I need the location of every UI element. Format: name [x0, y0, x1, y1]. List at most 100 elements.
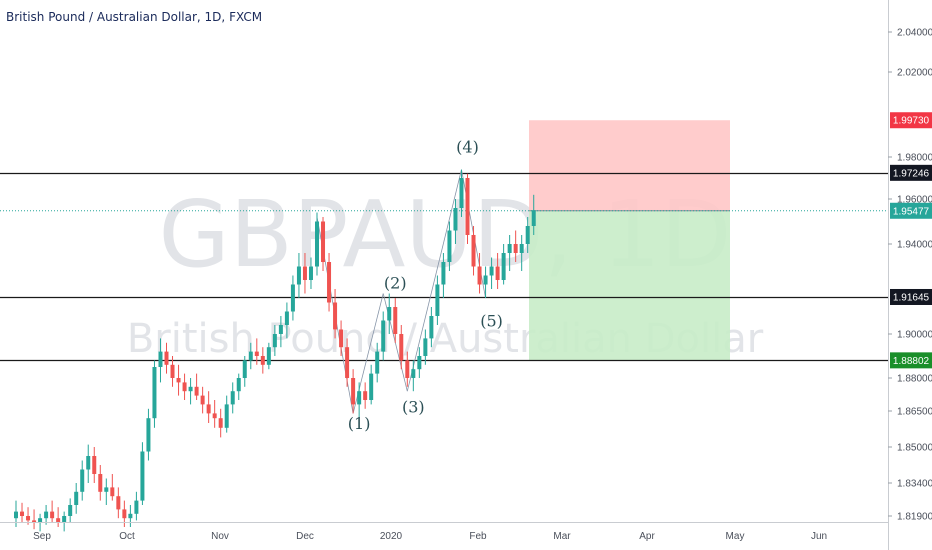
candle-body — [248, 351, 253, 361]
y-tick-label: 1.81900 — [897, 512, 932, 523]
candle-body — [98, 474, 103, 492]
candle-body — [465, 178, 470, 235]
price-axis[interactable]: 2.04000 2.02000 1.98000 1.96000 1.94000 1.900… — [888, 28, 932, 523]
wave-label: (2) — [384, 273, 407, 292]
y-tick-label: 2.04000 — [897, 28, 932, 39]
candle-body — [272, 334, 277, 348]
candle-body — [140, 451, 145, 501]
level-tag-1: 1.97246 — [890, 164, 932, 181]
x-tick-label: May — [726, 531, 745, 542]
candle-body — [116, 496, 121, 510]
time-axis[interactable]: Sep Oct Nov Dec 2020 Feb Mar Apr May Jun — [33, 531, 827, 542]
level-tag-1-text: 1.97246 — [893, 168, 930, 179]
candle-body — [471, 235, 476, 267]
candle-body — [86, 456, 91, 470]
candle-body — [453, 208, 458, 231]
candle-body — [369, 373, 374, 400]
candle-body — [236, 378, 241, 392]
candle-body — [122, 509, 127, 519]
candle-body — [363, 391, 368, 400]
y-tick-label: 1.96000 — [897, 195, 932, 206]
horizontal-levels[interactable] — [0, 172, 888, 362]
level-tag-3-bg — [890, 352, 932, 369]
candle-body — [104, 487, 109, 492]
y-tick-label: 1.86500 — [897, 407, 932, 418]
candle-body — [230, 391, 235, 405]
price-tags: 1.99730 1.97246 1.95477 1.91645 1.88802 — [890, 112, 932, 369]
y-tick-label: 1.83400 — [897, 479, 932, 490]
candle-body — [459, 178, 464, 208]
candle-body — [513, 244, 518, 253]
candle-body — [152, 367, 157, 419]
wave-label: (1) — [348, 414, 371, 433]
candle-body — [423, 338, 428, 356]
candle-body — [381, 320, 386, 352]
candle-body — [182, 382, 187, 392]
candle-body — [38, 518, 43, 523]
candle-body — [519, 244, 524, 253]
candle-body — [80, 469, 85, 492]
candle-body — [296, 266, 301, 285]
candles — [14, 169, 536, 532]
candle-body — [290, 284, 295, 312]
candle-body — [50, 511, 55, 519]
candle-body — [26, 516, 31, 521]
x-tick-label: Feb — [469, 531, 487, 542]
candle-body — [74, 491, 79, 505]
x-tick-label: Dec — [296, 531, 314, 542]
last-price-tag-bg — [890, 202, 932, 219]
candle-body — [242, 360, 247, 378]
chart-title: British Pound / Australian Dollar, 1D, F… — [6, 10, 263, 24]
y-tick-label: 1.90000 — [897, 330, 932, 341]
x-tick-label: 2020 — [380, 531, 403, 542]
candle-body — [56, 518, 61, 523]
candle-body — [507, 244, 512, 253]
candle-body — [489, 266, 494, 276]
candle-body — [417, 356, 422, 370]
candle-body — [68, 505, 73, 516]
stop-price-tag: 1.99730 — [890, 112, 932, 129]
candle-body — [339, 329, 344, 348]
candle-body — [146, 418, 151, 452]
candle-body — [164, 351, 169, 365]
take-profit-zone[interactable] — [529, 210, 730, 361]
y-tick-label: 2.02000 — [897, 68, 932, 79]
candle-body — [188, 386, 193, 392]
x-tick-label: Oct — [119, 531, 135, 542]
candle-body — [278, 325, 283, 334]
level-tag-2: 1.91645 — [890, 288, 932, 305]
candle-body — [531, 210, 536, 226]
candle-body — [20, 511, 25, 516]
candle-body — [501, 253, 506, 280]
candle-body — [429, 316, 434, 339]
candle-body — [134, 500, 139, 514]
candle-body — [477, 266, 482, 285]
candle-body — [14, 511, 18, 519]
candle-body — [254, 351, 259, 356]
candle-body — [194, 386, 199, 396]
candle-body — [525, 226, 530, 244]
candle-body — [435, 284, 440, 316]
stop-loss-zone[interactable] — [529, 120, 730, 211]
candle-body — [321, 221, 326, 262]
wave-labels: (1) (2) (3) (4) (5) — [348, 137, 503, 433]
candle-body — [302, 266, 307, 280]
candle-body — [212, 413, 217, 419]
wave-segment — [406, 169, 462, 392]
wave-label: (4) — [456, 137, 479, 156]
y-tick-label: 1.85000 — [897, 443, 932, 454]
wave-label: (3) — [402, 398, 425, 417]
wave-label: (5) — [480, 312, 503, 331]
candle-body — [308, 266, 313, 280]
x-tick-label: Nov — [211, 531, 229, 542]
candle-body — [441, 262, 446, 285]
level-tag-1-bg — [890, 164, 932, 181]
x-tick-label: Apr — [639, 531, 655, 542]
position-zones[interactable] — [529, 120, 730, 361]
x-tick-label: Sep — [33, 531, 51, 542]
candle-body — [32, 520, 37, 523]
candle-body — [411, 369, 416, 378]
candle-body — [176, 378, 181, 383]
candle-body — [357, 391, 362, 405]
